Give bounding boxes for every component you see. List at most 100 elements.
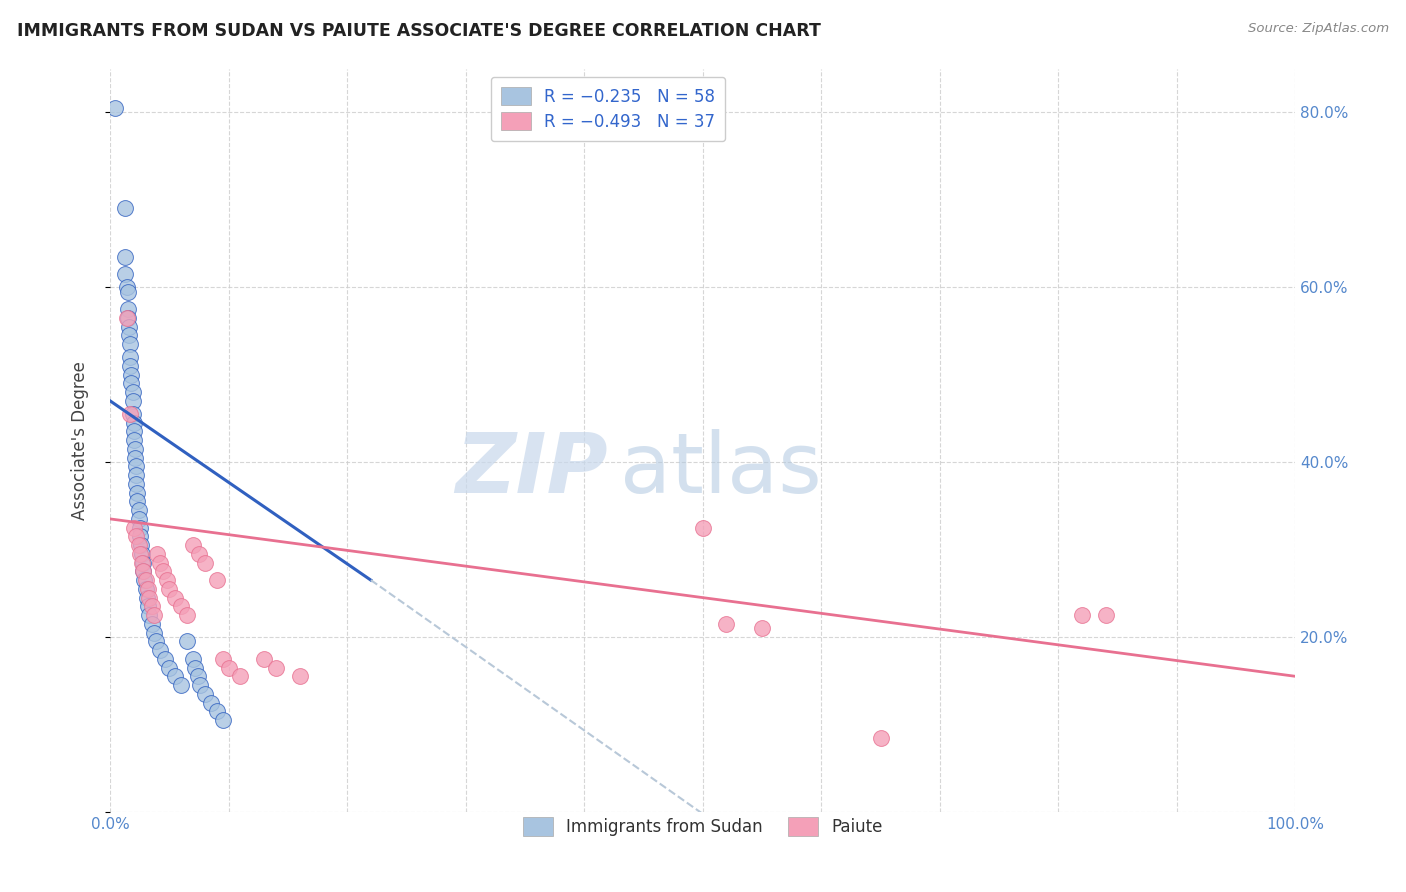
Point [716, 616, 738, 631]
Point [128, 529, 150, 543]
Point [128, 521, 150, 535]
Point [125, 529, 148, 543]
Point [117, 310, 139, 325]
Point [156, 573, 179, 587]
Point [117, 285, 139, 299]
Point [138, 591, 160, 605]
Point [114, 267, 136, 281]
Point [128, 503, 150, 517]
Point [157, 660, 180, 674]
Point [131, 547, 153, 561]
Point [128, 547, 150, 561]
Point [122, 416, 145, 430]
Point [194, 687, 217, 701]
Point [120, 376, 142, 391]
Point [142, 608, 165, 623]
Point [205, 704, 228, 718]
Point [118, 319, 141, 334]
Point [125, 468, 148, 483]
Point [121, 393, 143, 408]
Point [751, 621, 773, 635]
Point [200, 696, 222, 710]
Point [170, 599, 193, 614]
Point [120, 350, 142, 364]
Point [128, 512, 150, 526]
Point [132, 556, 155, 570]
Point [288, 669, 311, 683]
Text: ZIP: ZIP [456, 429, 607, 510]
Point [124, 442, 146, 456]
Text: atlas: atlas [620, 429, 821, 510]
Point [132, 565, 155, 579]
Point [115, 310, 138, 325]
Point [142, 625, 165, 640]
Point [124, 450, 146, 465]
Point [127, 494, 149, 508]
Point [125, 459, 148, 474]
Point [138, 608, 160, 623]
Point [264, 660, 287, 674]
Point [120, 407, 142, 421]
Point [115, 280, 138, 294]
Point [149, 643, 172, 657]
Point [165, 591, 187, 605]
Point [194, 556, 217, 570]
Point [135, 591, 157, 605]
Point [218, 660, 240, 674]
Point [176, 608, 198, 623]
Point [121, 385, 143, 400]
Point [145, 634, 167, 648]
Point [869, 731, 891, 745]
Point [129, 538, 152, 552]
Point [1094, 608, 1116, 623]
Point [149, 556, 172, 570]
Point [134, 573, 156, 587]
Point [135, 573, 157, 587]
Text: IMMIGRANTS FROM SUDAN VS PAIUTE ASSOCIATE'S DEGREE CORRELATION CHART: IMMIGRANTS FROM SUDAN VS PAIUTE ASSOCIAT… [17, 22, 821, 40]
Point [131, 556, 153, 570]
Point [211, 713, 233, 727]
Point [122, 433, 145, 447]
Point [122, 521, 145, 535]
Point [141, 616, 163, 631]
Point [184, 660, 207, 674]
Point [132, 565, 155, 579]
Point [114, 250, 136, 264]
Point [205, 573, 228, 587]
Point [104, 101, 127, 115]
Point [187, 669, 209, 683]
Legend: Immigrants from Sudan, Paiute: Immigrants from Sudan, Paiute [515, 809, 891, 845]
Point [136, 582, 159, 596]
Point [120, 368, 142, 382]
Point [141, 599, 163, 614]
Point [188, 678, 211, 692]
Point [211, 652, 233, 666]
Text: Source: ZipAtlas.com: Source: ZipAtlas.com [1249, 22, 1389, 36]
Point [229, 669, 252, 683]
Point [128, 538, 150, 552]
Point [253, 652, 276, 666]
Point [117, 301, 139, 316]
Point [122, 425, 145, 439]
Point [127, 485, 149, 500]
Point [114, 202, 136, 216]
Point [118, 328, 141, 343]
Point [121, 407, 143, 421]
Y-axis label: Associate's Degree: Associate's Degree [72, 360, 89, 520]
Point [120, 359, 142, 373]
Point [181, 652, 204, 666]
Point [692, 521, 714, 535]
Point [146, 547, 169, 561]
Point [188, 547, 211, 561]
Point [176, 634, 198, 648]
Point [152, 565, 174, 579]
Point [165, 669, 187, 683]
Point [153, 652, 176, 666]
Point [1071, 608, 1094, 623]
Point [136, 599, 159, 614]
Point [181, 538, 204, 552]
Point [170, 678, 193, 692]
Point [120, 337, 142, 351]
Point [125, 477, 148, 491]
Point [135, 582, 157, 596]
